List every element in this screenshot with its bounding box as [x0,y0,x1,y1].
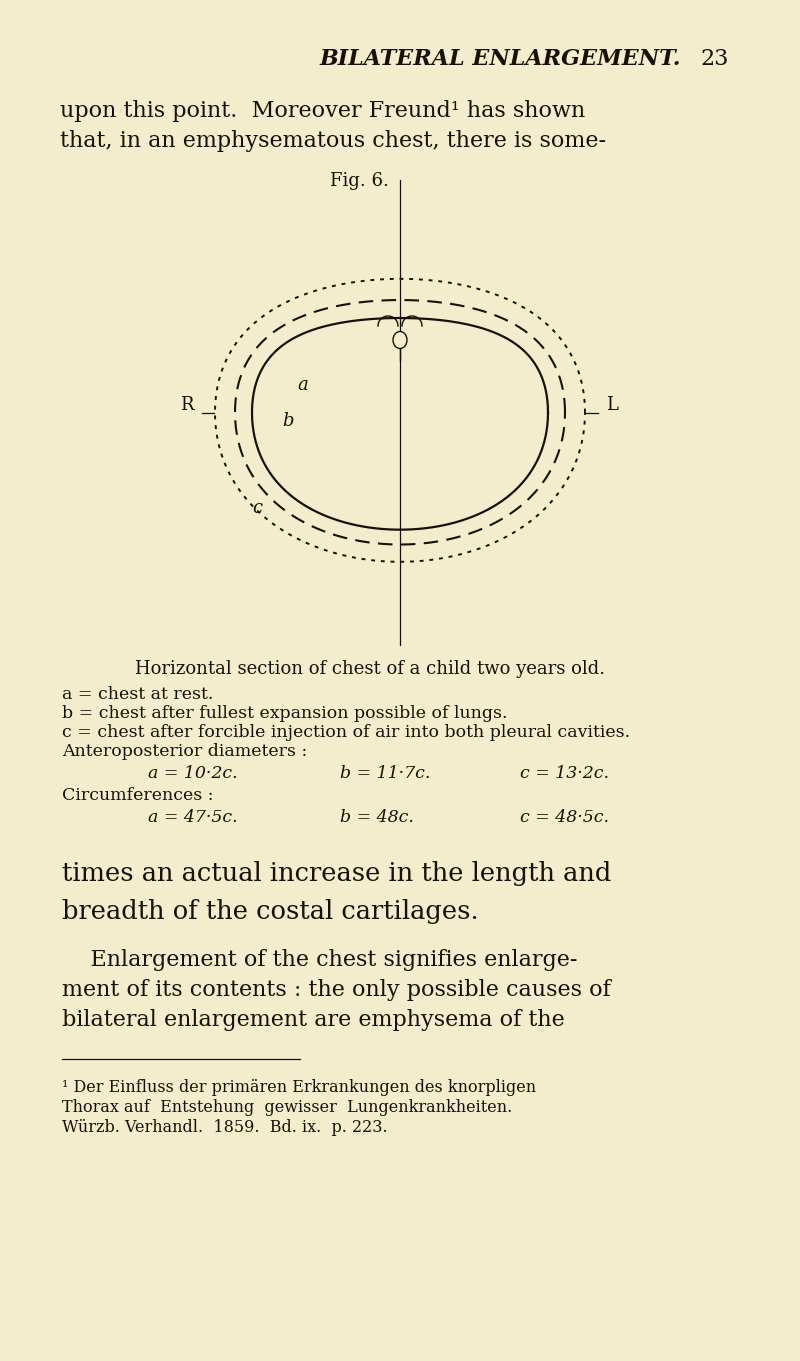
Text: L: L [606,396,618,414]
Text: b = chest after fullest expansion possible of lungs.: b = chest after fullest expansion possib… [62,705,507,721]
Text: Anteroposterior diameters :: Anteroposterior diameters : [62,743,307,759]
Text: Thorax auf  Entstehung  gewisser  Lungenkrankheiten.: Thorax auf Entstehung gewisser Lungenkra… [62,1098,512,1116]
Text: Circumferences :: Circumferences : [62,787,214,804]
Text: breadth of the costal cartilages.: breadth of the costal cartilages. [62,900,478,924]
Text: that, in an emphysematous chest, there is some-: that, in an emphysematous chest, there i… [60,131,606,152]
Text: ¹ Der Einfluss der primären Erkrankungen des knorpligen: ¹ Der Einfluss der primären Erkrankungen… [62,1079,536,1096]
Text: times an actual increase in the length and: times an actual increase in the length a… [62,862,611,886]
Ellipse shape [393,332,407,348]
Text: bilateral enlargement are emphysema of the: bilateral enlargement are emphysema of t… [62,1009,565,1032]
Text: ment of its contents : the only possible causes of: ment of its contents : the only possible… [62,979,610,1000]
Text: a = chest at rest.: a = chest at rest. [62,686,214,704]
Text: upon this point.  Moreover Freund¹ has shown: upon this point. Moreover Freund¹ has sh… [60,99,586,122]
Text: Horizontal section of chest of a child two years old.: Horizontal section of chest of a child t… [135,660,605,678]
Text: b = 11·7c.: b = 11·7c. [340,765,430,783]
Text: a = 10·2c.: a = 10·2c. [148,765,238,783]
Text: c = chest after forcible injection of air into both pleural cavities.: c = chest after forcible injection of ai… [62,724,630,740]
Text: b: b [282,411,294,430]
Text: Würzb. Verhandl.  1859.  Bd. ix.  p. 223.: Würzb. Verhandl. 1859. Bd. ix. p. 223. [62,1119,388,1136]
Text: R: R [181,396,194,414]
Text: Fig. 6.: Fig. 6. [330,171,389,191]
Text: c = 48·5c.: c = 48·5c. [520,808,609,826]
Text: c = 13·2c.: c = 13·2c. [520,765,609,783]
Text: a = 47·5c.: a = 47·5c. [148,808,238,826]
Text: BILATERAL ENLARGEMENT.: BILATERAL ENLARGEMENT. [320,48,682,69]
Text: 23: 23 [700,48,728,69]
Text: a: a [297,376,308,393]
Text: c: c [252,498,262,517]
Text: Enlargement of the chest signifies enlarge-: Enlargement of the chest signifies enlar… [62,949,578,970]
Text: b = 48c.: b = 48c. [340,808,414,826]
